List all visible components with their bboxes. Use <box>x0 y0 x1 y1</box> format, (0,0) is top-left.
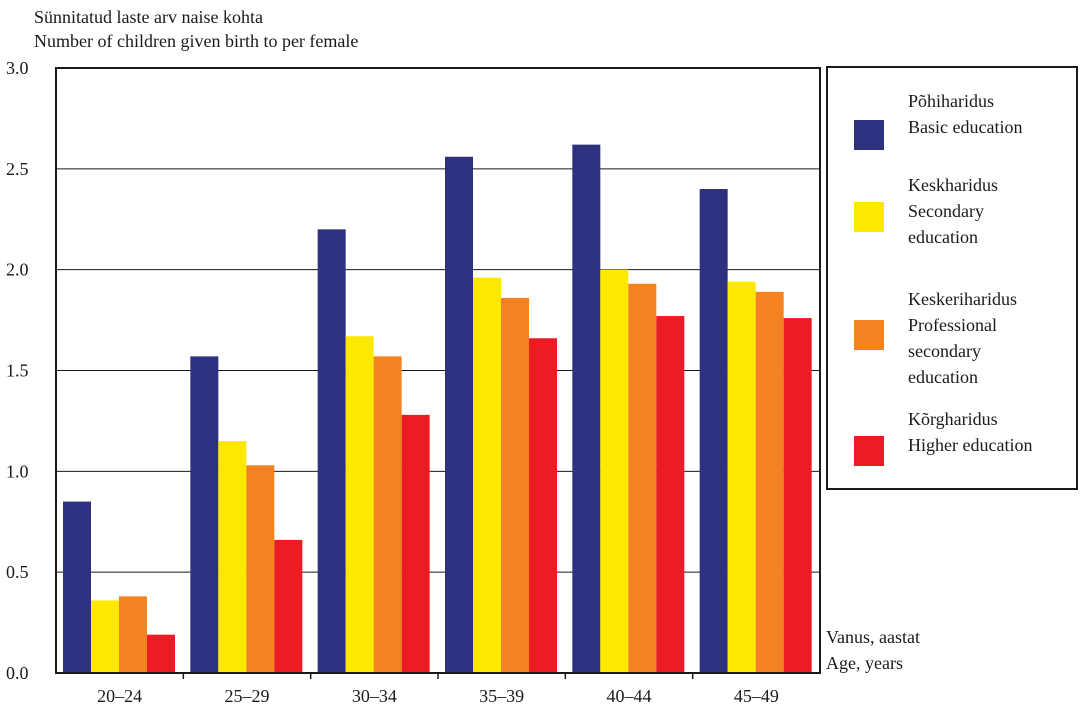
legend-swatch-secondary <box>854 202 884 232</box>
bar-25–29-series-4 <box>274 539 303 673</box>
legend-label-higher: Kõrgharidus Higher education <box>908 406 1032 458</box>
legend-swatch-higher <box>854 436 884 466</box>
legend-label-line: secondary <box>908 341 981 361</box>
legend-label-line: education <box>908 367 978 387</box>
legend-label-line: Keskharidus <box>908 175 998 195</box>
legend-label-line: Põhiharidus <box>908 91 995 111</box>
legend-label-professional: Keskeriharidus Professional secondary ed… <box>908 286 1017 390</box>
bar-25–29-series-3 <box>246 465 275 673</box>
x-tick-label: 20–24 <box>97 686 142 706</box>
x-tick-label: 25–29 <box>225 686 270 706</box>
bar-20–24-series-4 <box>147 634 175 673</box>
bar-30–34-series-3 <box>373 356 402 673</box>
x-tick-label: 30–34 <box>352 686 397 706</box>
x-tick-label: 35–39 <box>479 686 524 706</box>
bar-20–24-series-1 <box>63 501 91 673</box>
legend-label-line: Professional <box>908 315 997 335</box>
legend-label-line: Kõrgharidus <box>908 409 998 429</box>
legend-swatch-basic <box>854 120 884 150</box>
y-tick-label: 2.5 <box>6 159 29 179</box>
bar-45–49-series-4 <box>783 318 812 673</box>
y-axis-title-en: Number of children given birth to per fe… <box>34 31 359 51</box>
legend-label-line: Higher education <box>908 435 1033 455</box>
bar-30–34-series-4 <box>401 414 430 673</box>
legend-label-line: Keskeriharidus <box>908 289 1017 309</box>
legend-swatch-professional <box>854 320 884 350</box>
y-axis-title-et: Sünnitatud laste arv naise kohta <box>34 7 263 27</box>
bar-35–39-series-3 <box>501 297 529 673</box>
bar-40–44-series-3 <box>628 283 657 673</box>
bar-25–29-series-1 <box>190 356 219 673</box>
y-tick-label: 0.0 <box>6 663 29 683</box>
bar-35–39-series-2 <box>473 277 501 673</box>
bar-20–24-series-2 <box>91 600 119 673</box>
x-axis-title-et: Vanus, aastat <box>826 627 920 647</box>
bar-25–29-series-2 <box>218 441 247 673</box>
legend: Põhiharidus Basic education Keskharidus … <box>826 66 1078 490</box>
y-tick-label: 1.0 <box>6 461 29 481</box>
bar-45–49-series-1 <box>699 189 728 673</box>
bar-45–49-series-2 <box>727 281 756 673</box>
x-tick-label: 40–44 <box>607 686 652 706</box>
legend-label-line: education <box>908 227 978 247</box>
bar-30–34-series-2 <box>345 336 374 673</box>
y-tick-label: 2.0 <box>6 260 29 280</box>
bar-20–24-series-3 <box>119 596 147 673</box>
legend-label-line: Basic education <box>908 117 1023 137</box>
y-tick-label: 0.5 <box>6 562 29 582</box>
legend-label-basic: Põhiharidus Basic education <box>908 88 1022 140</box>
bar-40–44-series-2 <box>600 269 629 673</box>
x-tick-label: 45–49 <box>734 686 779 706</box>
bar-40–44-series-4 <box>656 316 685 673</box>
bar-35–39-series-4 <box>529 338 557 673</box>
legend-label-line: Secondary <box>908 201 984 221</box>
y-tick-label: 3.0 <box>6 58 29 78</box>
y-tick-label: 1.5 <box>6 361 29 381</box>
legend-label-secondary: Keskharidus Secondary education <box>908 172 998 250</box>
bar-35–39-series-1 <box>445 156 473 673</box>
bar-45–49-series-3 <box>755 291 784 673</box>
bar-30–34-series-1 <box>317 229 346 674</box>
x-axis-title-en: Age, years <box>826 653 903 673</box>
bar-40–44-series-1 <box>572 144 601 674</box>
